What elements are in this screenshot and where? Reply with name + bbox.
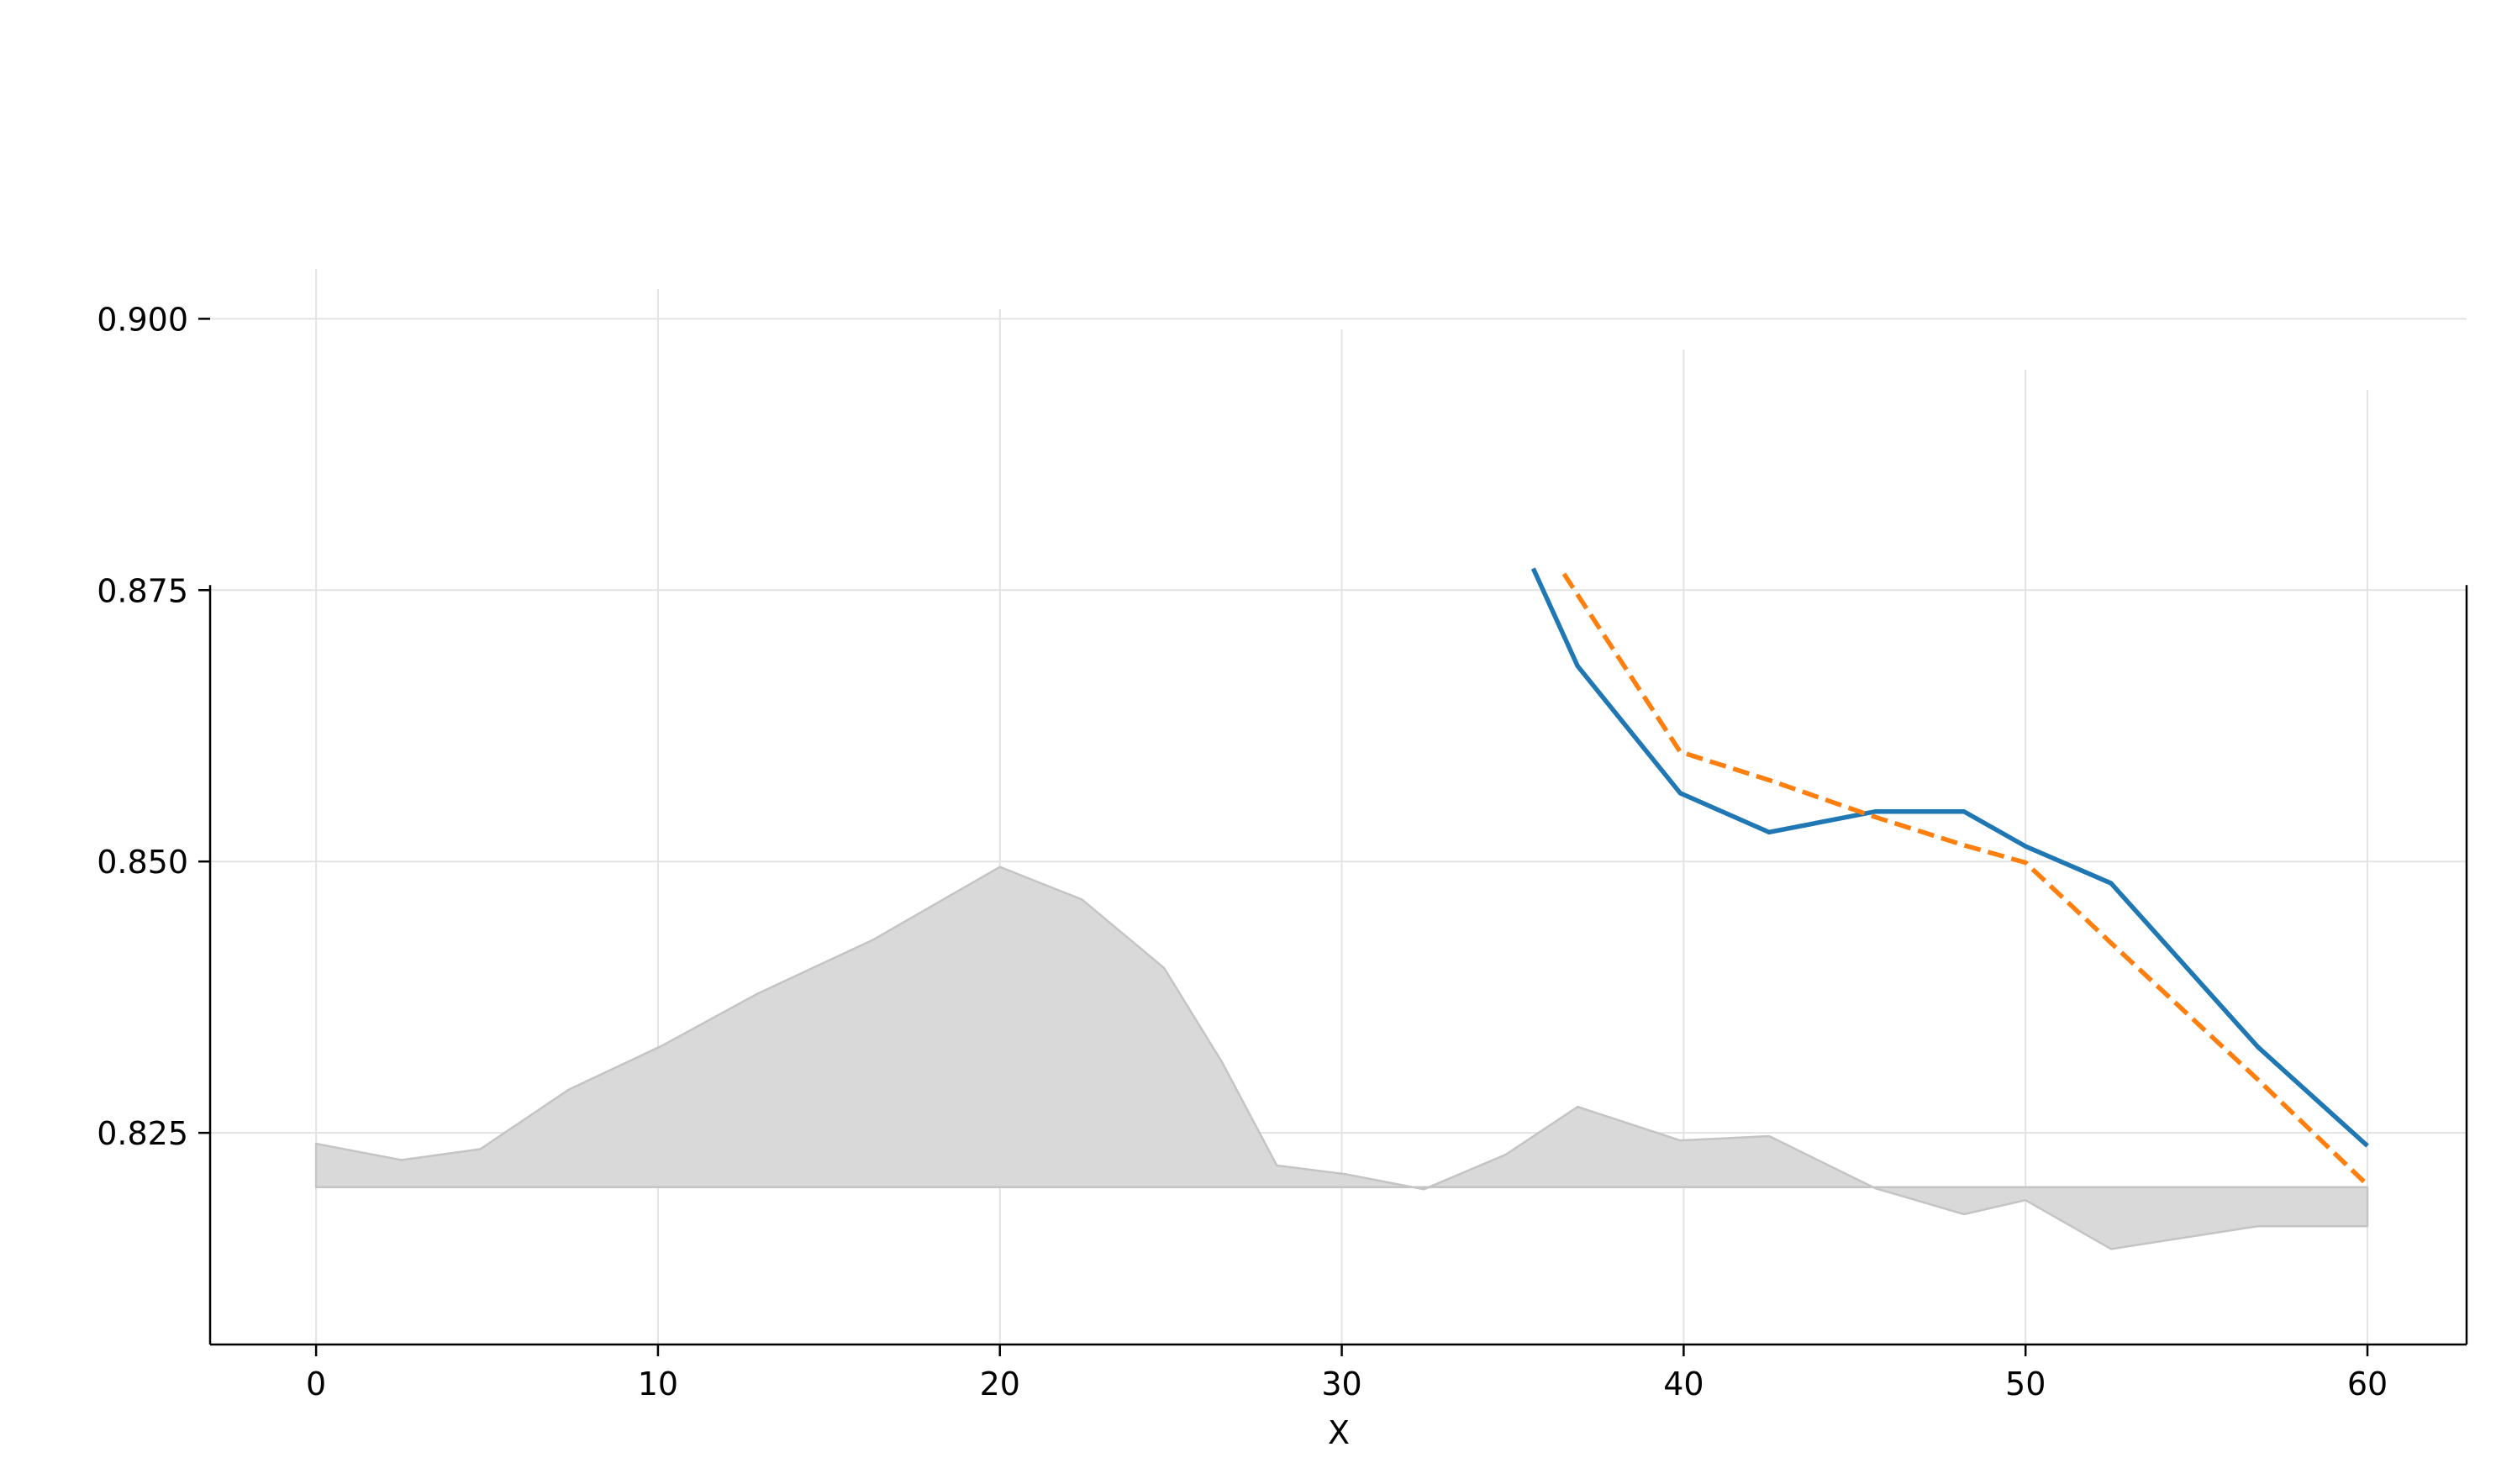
y-axis-ticks: 0.825 0.850 0.875 0.900 — [97, 301, 210, 1152]
x-axis-label: X — [1328, 1414, 1350, 1451]
axes — [208, 585, 2468, 1346]
x-tick-label: 10 — [638, 1366, 678, 1402]
x-tick-label: 0 — [306, 1366, 326, 1402]
x-tick-label: 30 — [1321, 1366, 1361, 1402]
x-axis-ticks: 0 10 20 30 40 50 60 — [306, 1345, 2388, 1402]
x-tick-label: 20 — [980, 1366, 1020, 1402]
x-tick-label: 50 — [2005, 1366, 2046, 1402]
x-tick-label: 40 — [1663, 1366, 1703, 1402]
y-tick-label: 0.875 — [97, 572, 188, 609]
x-tick-label: 60 — [2347, 1366, 2388, 1402]
band-area — [314, 866, 2369, 1250]
y-tick-label: 0.900 — [97, 301, 188, 338]
y-tick-label: 0.825 — [97, 1115, 188, 1152]
series-lines — [1530, 567, 2369, 1187]
series-dashed-line — [1561, 572, 2369, 1187]
y-tick-label: 0.850 — [97, 844, 188, 881]
grid-lines — [210, 269, 2467, 1345]
shaded-band — [314, 866, 2369, 1250]
series-solid-line — [1530, 567, 2369, 1148]
